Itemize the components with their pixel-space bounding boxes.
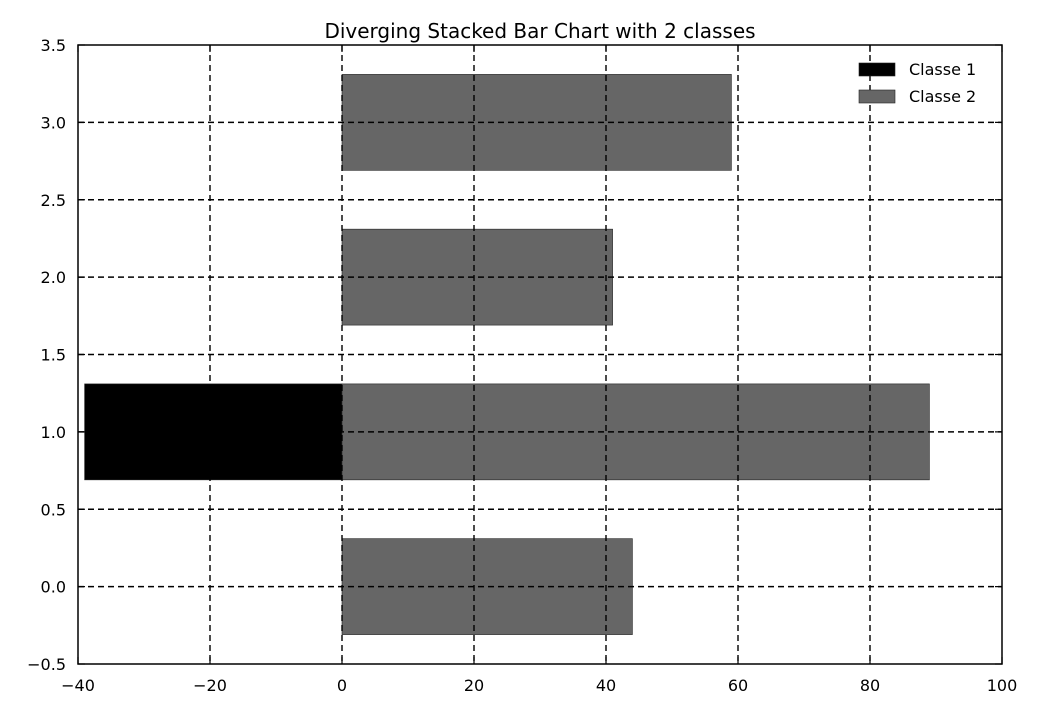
y-tick-label: 1.0 — [41, 423, 66, 442]
y-tick-label: 3.5 — [41, 36, 66, 55]
y-tick-label: 2.0 — [41, 268, 66, 287]
y-tick-label: 3.0 — [41, 113, 66, 132]
legend-label: Classe 1 — [909, 60, 976, 79]
bar-classe-2-cat-2 — [341, 228, 613, 326]
y-tick-label: −0.5 — [27, 655, 66, 674]
legend-swatch — [858, 89, 896, 104]
x-tick-label: 100 — [987, 676, 1018, 695]
x-tick-label: 20 — [464, 676, 484, 695]
x-tick-label: 80 — [860, 676, 880, 695]
y-tick-label: 2.5 — [41, 191, 66, 210]
x-tick-label: 40 — [596, 676, 616, 695]
legend-swatch — [858, 62, 896, 77]
bar-classe-2-cat-3 — [341, 74, 732, 171]
y-tick-label: 0.0 — [41, 578, 66, 597]
chart-title: Diverging Stacked Bar Chart with 2 class… — [324, 19, 755, 43]
legend-label: Classe 2 — [909, 87, 976, 106]
y-tick-label: 1.5 — [41, 346, 66, 365]
x-tick-label: −40 — [61, 676, 95, 695]
x-tick-label: −20 — [193, 676, 227, 695]
x-tick-label: 60 — [728, 676, 748, 695]
x-tick-label: 0 — [337, 676, 347, 695]
y-tick-label: 0.5 — [41, 500, 66, 519]
